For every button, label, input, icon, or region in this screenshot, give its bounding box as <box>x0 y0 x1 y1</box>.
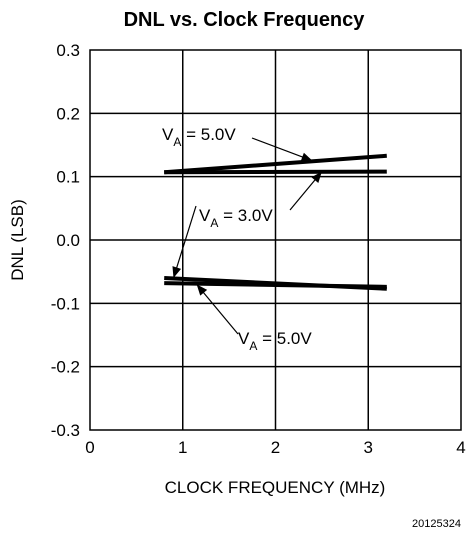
annotation-label: VA = 5.0V <box>162 125 236 149</box>
grid-lines <box>90 50 461 430</box>
chart-title: DNL vs. Clock Frequency <box>124 9 366 31</box>
y-axis-label: DNL (LSB) <box>8 199 27 281</box>
x-tick-label: 0 <box>85 438 94 457</box>
annotation-label: VA = 3.0V <box>199 206 273 230</box>
x-tick-label: 3 <box>364 438 373 457</box>
tick-labels: 0 1 2 3 4 0.3 0.2 0.1 0.0 -0.1 -0.2 -0.3 <box>51 41 466 457</box>
y-tick-label: 0.1 <box>56 168 80 187</box>
y-tick-label: -0.2 <box>51 358 80 377</box>
y-tick-label: 0.3 <box>56 41 80 60</box>
annotation-label: VA = 5.0V <box>238 329 312 353</box>
series-lines <box>164 153 387 291</box>
y-tick-label: 0.0 <box>56 231 80 250</box>
series-line-4 <box>164 281 387 289</box>
x-tick-label: 4 <box>456 438 465 457</box>
annotation-arrowhead <box>311 171 322 183</box>
annotation-arrowhead <box>172 266 182 278</box>
figure-id: 20125324 <box>412 518 461 530</box>
x-tick-label: 1 <box>178 438 187 457</box>
annotation-arrowhead <box>300 152 313 162</box>
x-tick-label: 2 <box>271 438 280 457</box>
series-line-2 <box>164 169 387 175</box>
y-tick-label: -0.1 <box>51 294 80 313</box>
y-tick-label: -0.3 <box>51 421 80 440</box>
annotations: VA = 5.0V VA = 3.0V VA = 5.0V <box>162 125 323 353</box>
series-line-1 <box>164 153 387 175</box>
y-tick-label: 0.2 <box>56 104 80 123</box>
plot-frame <box>89 49 462 431</box>
annotation-arrowhead <box>196 284 208 296</box>
x-axis-label: CLOCK FREQUENCY (MHz) <box>165 478 386 497</box>
annotation-leader <box>172 205 197 279</box>
